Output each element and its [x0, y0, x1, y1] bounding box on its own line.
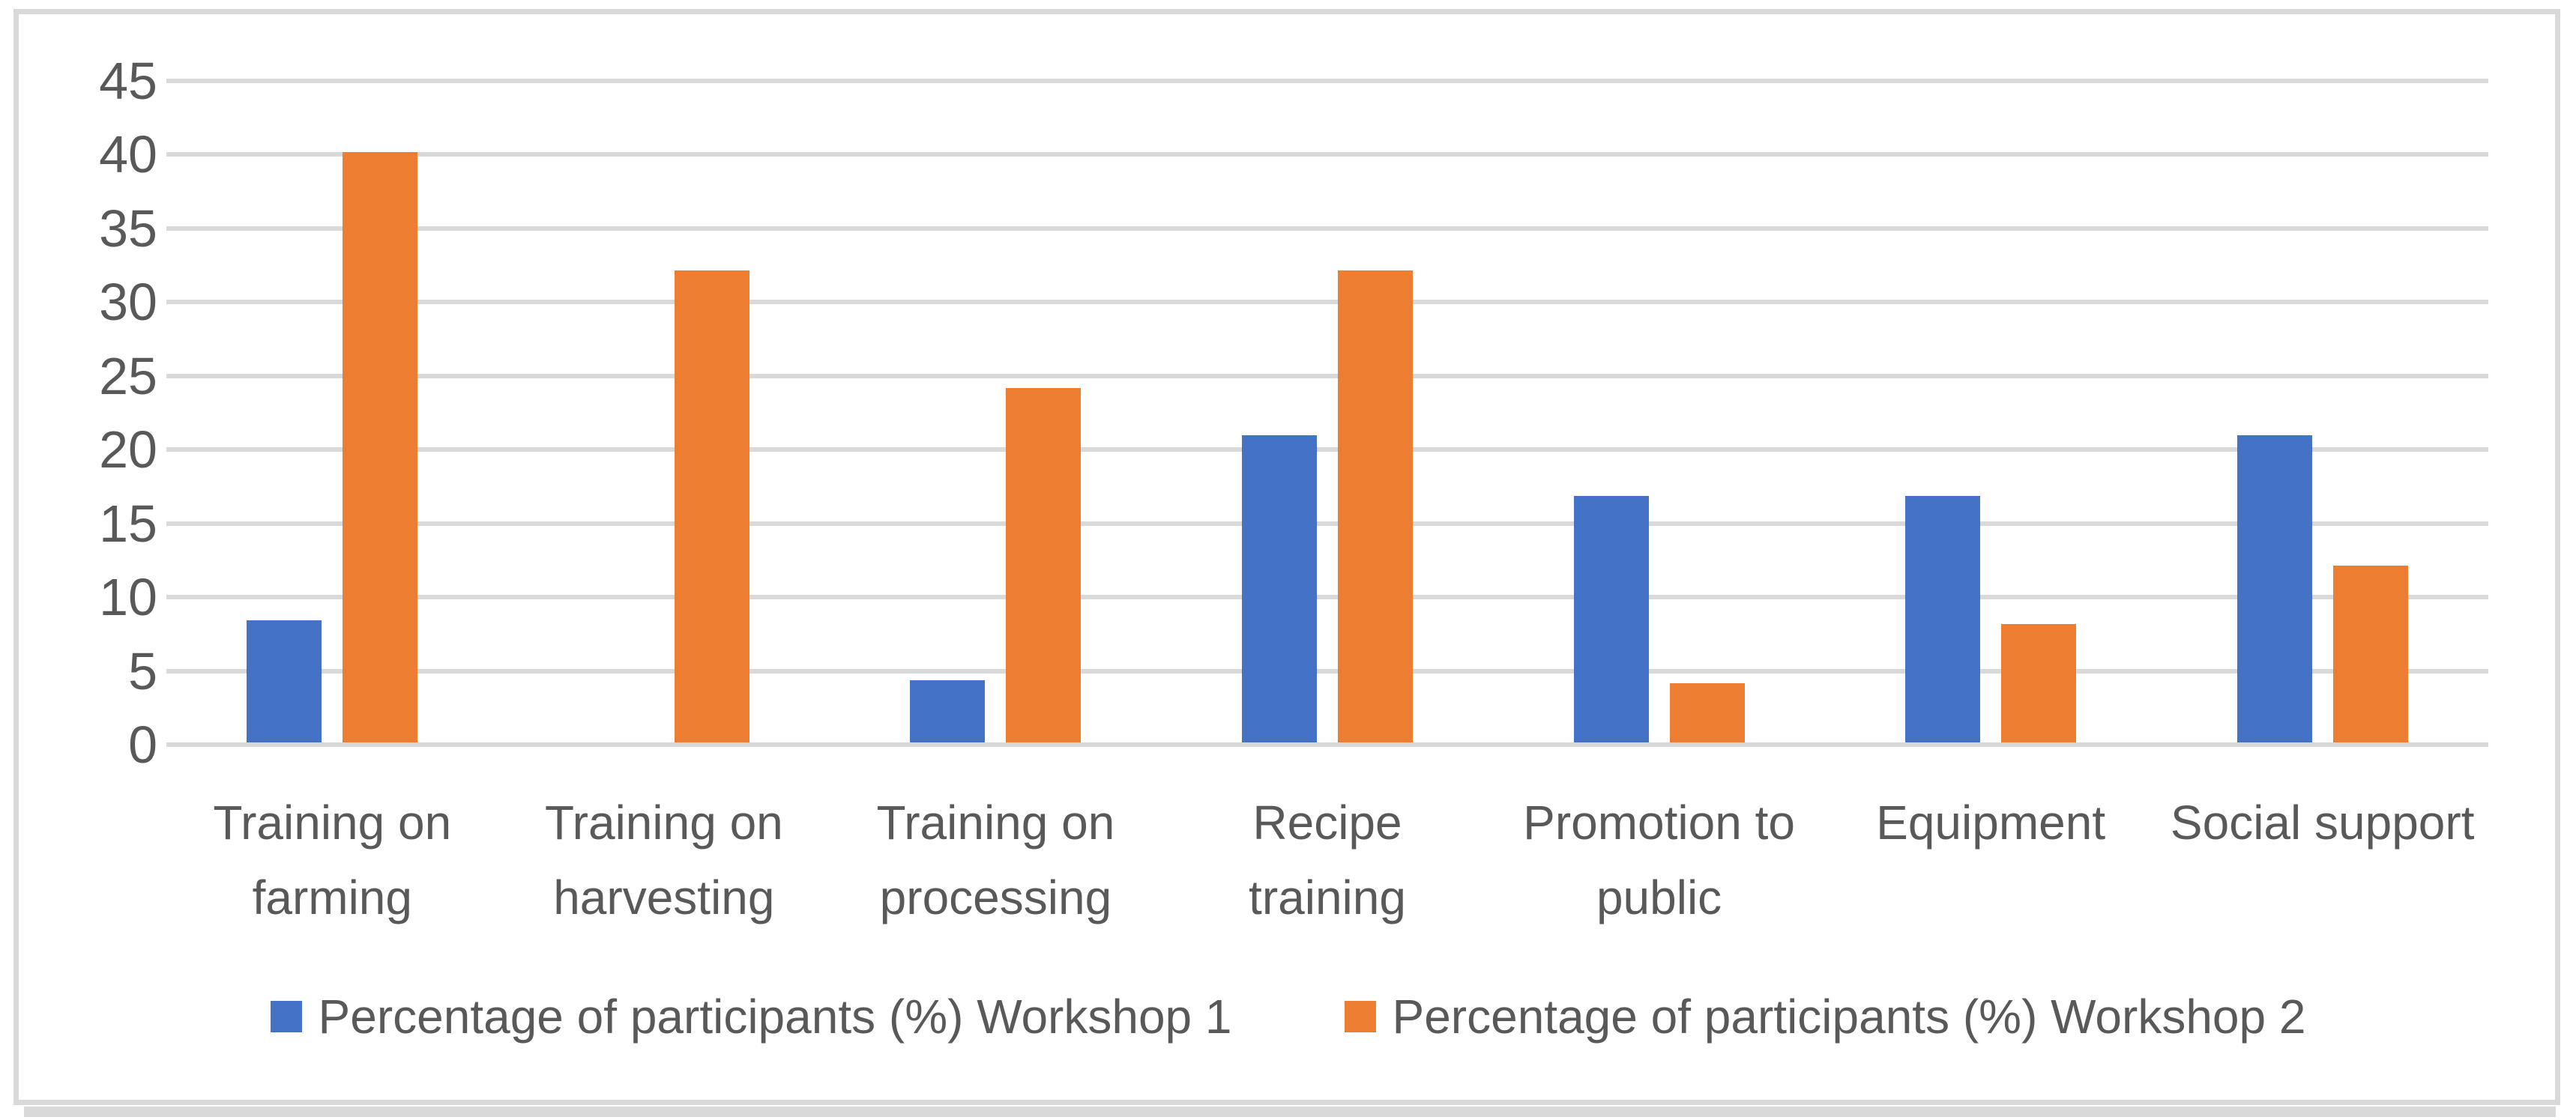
legend-label: Percentage of participants (%) Workshop … — [318, 990, 1232, 1044]
category-label: Training on farming — [213, 796, 452, 924]
category-label: Recipe training — [1249, 796, 1406, 924]
legend-swatch-workshop-2 — [1344, 1001, 1376, 1032]
y-axis-tick-label: 40 — [99, 125, 157, 184]
bar-workshop-1-category-3 — [910, 680, 986, 742]
bar-workshop-1-category-5 — [1573, 496, 1649, 742]
y-axis-tick-label: 5 — [128, 641, 157, 700]
y-axis-tick-label: 30 — [99, 273, 157, 332]
y-axis-tick-label: 20 — [99, 420, 157, 479]
gridline — [166, 521, 2488, 526]
y-axis-tick-label: 10 — [99, 568, 157, 627]
legend-item: Percentage of participants (%) Workshop … — [270, 983, 1232, 1050]
chart-legend: Percentage of participants (%) Workshop … — [0, 983, 2576, 1050]
gridline — [166, 742, 2488, 747]
chart-frame-shadow — [24, 1107, 2556, 1117]
y-axis-tick-label: 0 — [128, 715, 157, 774]
y-axis-tick-label: 45 — [99, 52, 157, 110]
category-label: Social support — [2170, 796, 2475, 850]
bar-workshop-1-category-7 — [2236, 435, 2312, 742]
category-label: Equipment — [1876, 796, 2106, 850]
bar-workshop-1-category-6 — [1905, 496, 1981, 742]
bar-workshop-2-category-6 — [2001, 624, 2077, 742]
y-axis-tick-label: 15 — [99, 494, 157, 553]
gridline — [166, 668, 2488, 673]
y-axis-tick-label: 35 — [99, 199, 157, 258]
gridline — [166, 79, 2488, 83]
category-label: Training on harvesting — [544, 796, 783, 924]
bar-workshop-2-category-1 — [343, 152, 418, 742]
gridline — [166, 447, 2488, 452]
category-label: Training on processing — [876, 796, 1115, 924]
bar-workshop-1-category-4 — [1242, 435, 1317, 742]
bar-workshop-2-category-7 — [2332, 565, 2408, 742]
legend-label: Percentage of participants (%) Workshop … — [1392, 990, 2306, 1044]
legend-swatch-workshop-1 — [270, 1001, 302, 1032]
gridline — [166, 373, 2488, 378]
bar-workshop-2-category-5 — [1669, 683, 1745, 742]
bar-workshop-2-category-2 — [674, 270, 749, 742]
legend-item: Percentage of participants (%) Workshop … — [1344, 983, 2306, 1050]
category-label: Promotion to public — [1523, 796, 1795, 924]
gridline — [166, 595, 2488, 600]
gridline — [166, 152, 2488, 157]
y-axis-tick-label: 25 — [99, 346, 157, 405]
bar-workshop-1-category-1 — [247, 620, 322, 742]
bar-workshop-2-category-3 — [1006, 388, 1082, 742]
bar-workshop-2-category-4 — [1338, 270, 1413, 742]
gridline — [166, 300, 2488, 305]
gridline — [166, 225, 2488, 231]
